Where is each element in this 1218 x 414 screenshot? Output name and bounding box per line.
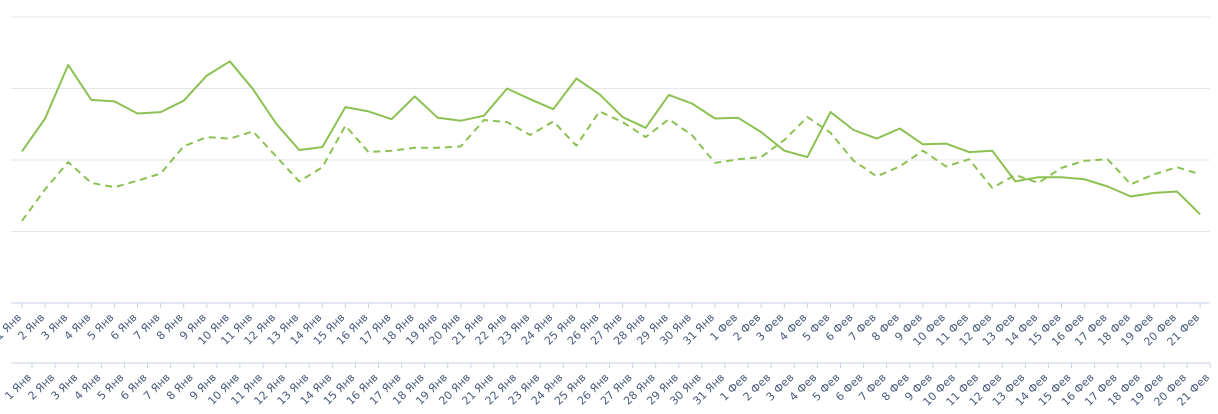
series-line-solid (21, 60, 1201, 216)
series-line-dashed (21, 110, 1201, 222)
